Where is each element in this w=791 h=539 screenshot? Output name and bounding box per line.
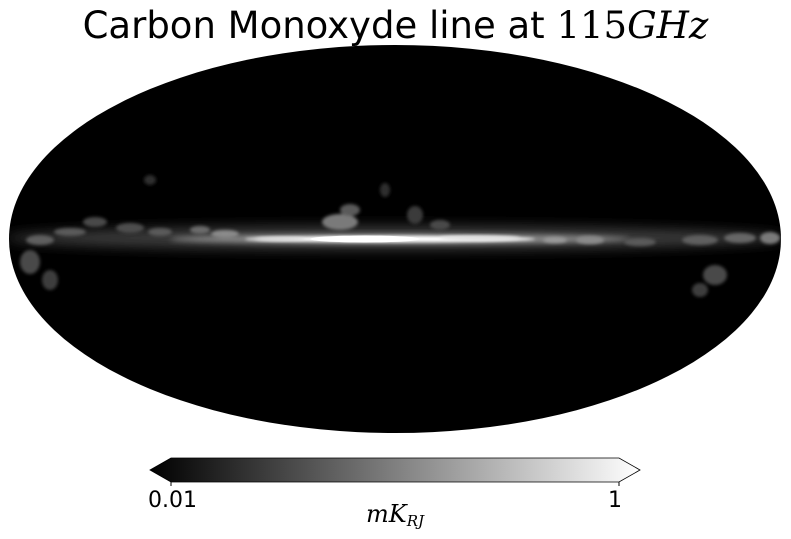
map-title: Carbon Monoxyde line at 115GHz <box>0 4 791 47</box>
unit-main: mK <box>366 500 407 528</box>
colorbar-unit-label: mKRJ <box>340 500 450 530</box>
co-emission-layer <box>9 175 781 297</box>
cloud-clumps <box>20 175 780 297</box>
galactic-inner-right <box>440 235 520 241</box>
title-text: Carbon Monoxyde line at <box>82 4 557 47</box>
colorbar-max-label: 1 <box>608 488 622 513</box>
title-frequency: 115GHz <box>556 4 709 47</box>
colorbar-min-label: 0.01 <box>148 488 197 513</box>
colorbar <box>149 457 641 483</box>
galactic-center-bright <box>310 235 420 243</box>
unit-subscript: RJ <box>406 512 424 530</box>
galactic-inner-left <box>245 236 305 242</box>
